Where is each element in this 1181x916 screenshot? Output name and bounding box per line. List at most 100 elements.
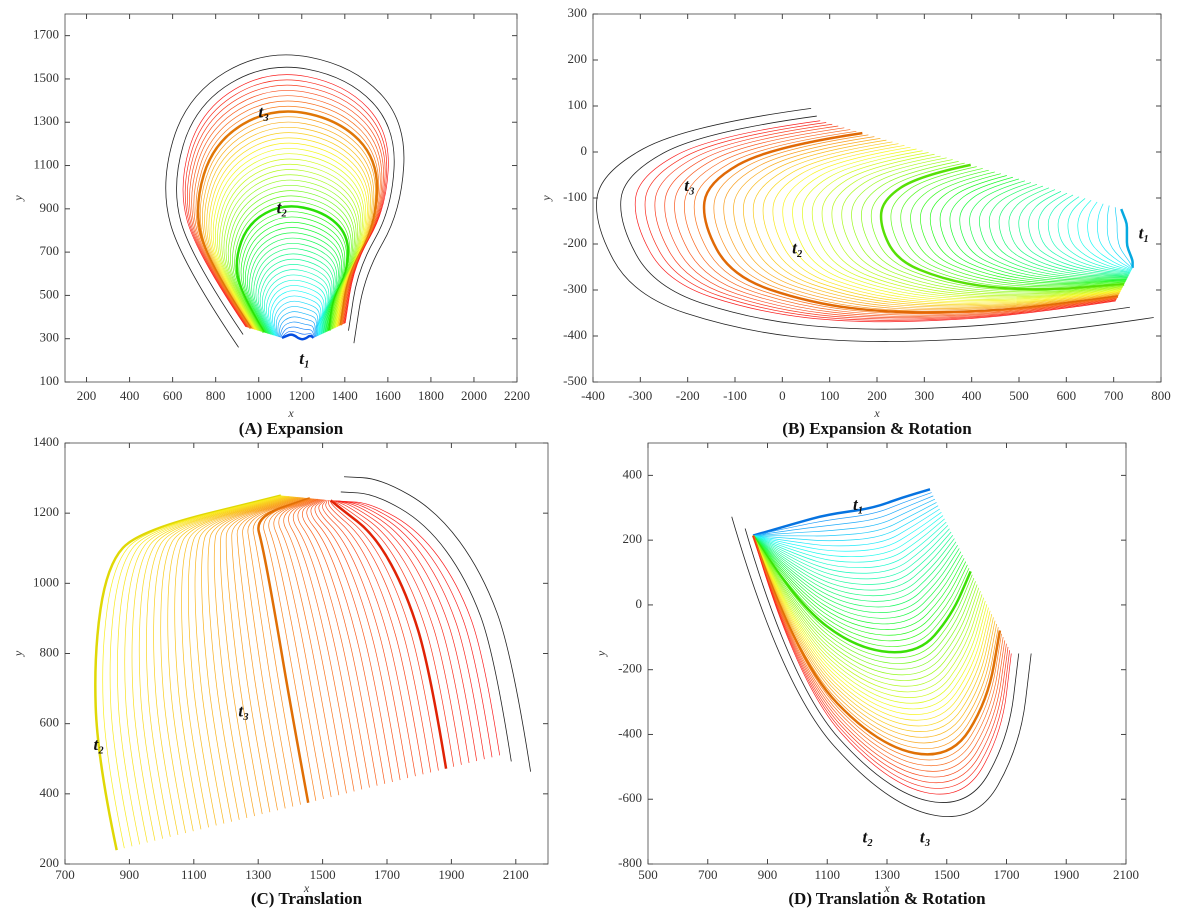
contour-line (879, 163, 1125, 291)
x-tick-label: 800 (206, 388, 226, 403)
contour-line (988, 183, 1128, 278)
y-tick-label: 100 (568, 97, 588, 112)
y-tick-label: 900 (40, 200, 60, 215)
contour-line (212, 148, 367, 331)
x-tick-label: 2000 (461, 388, 487, 403)
contour-line (753, 518, 945, 563)
contour-line (1097, 203, 1132, 271)
contour-line (280, 326, 316, 338)
x-tick-label: 200 (867, 388, 887, 403)
contour-line (1057, 196, 1131, 273)
contour-line (259, 264, 331, 335)
x-tick-label: 2100 (1113, 867, 1139, 882)
x-tick-label: 600 (1057, 388, 1077, 403)
contour-line (153, 496, 291, 836)
contour-line (752, 535, 986, 704)
contour-line (998, 185, 1129, 277)
y-tick-label: 400 (623, 466, 643, 481)
contour-line (772, 145, 1121, 304)
contour-line (753, 515, 944, 558)
contour-line (279, 321, 316, 338)
contour-line (225, 497, 304, 815)
contour-line (182, 74, 389, 327)
y-tick-label: 1500 (33, 70, 59, 85)
contour-line (213, 497, 301, 818)
x-tick-label: 1100 (814, 867, 840, 882)
contour-line (196, 110, 379, 330)
contour-line (302, 499, 378, 786)
y-tick-label: 200 (623, 531, 643, 546)
contour-line (322, 499, 416, 777)
panel-title: (D) Translation & Rotation (788, 889, 986, 908)
contour-line (231, 497, 305, 813)
contour-line (792, 148, 1122, 302)
contour-line (752, 535, 958, 608)
x-axis-label: x (873, 406, 880, 420)
contour-line (752, 531, 952, 585)
annotation: t₂ (93, 735, 104, 754)
contour-line (743, 139, 1120, 308)
y-tick-label: -200 (563, 235, 587, 250)
annotation: t₁ (299, 349, 310, 368)
y-tick-label: 1000 (33, 574, 59, 589)
y-tick-label: 0 (636, 596, 643, 611)
y-tick-label: 1400 (33, 434, 59, 449)
contour-line (752, 535, 1009, 784)
contour-line (949, 176, 1127, 282)
contour-line (753, 502, 937, 537)
contour-line (752, 535, 981, 687)
contour-line (752, 535, 970, 647)
y-tick-label: 1200 (33, 504, 59, 519)
contour-line (275, 306, 319, 337)
contour-line (752, 535, 976, 670)
contour-line (929, 173, 1126, 284)
contour-line (337, 500, 493, 758)
boundary (596, 107, 1154, 342)
contour-line (752, 535, 963, 625)
x-tick-label: 500 (638, 867, 658, 882)
contour-line (292, 498, 363, 790)
x-tick-label: 700 (1104, 388, 1124, 403)
x-tick-label: 2200 (504, 388, 530, 403)
x-tick-label: 300 (915, 388, 935, 403)
contour-line (752, 488, 931, 537)
contour-line (207, 497, 300, 820)
contour-line (979, 182, 1128, 279)
contour-line (314, 499, 401, 781)
y-tick-label: -400 (563, 327, 587, 342)
y-axis-label: y (11, 650, 25, 657)
x-axis-label: x (287, 406, 294, 420)
contour-line (221, 169, 360, 331)
x-tick-label: 900 (120, 867, 140, 882)
contour-line (752, 528, 950, 580)
contour-line (752, 535, 960, 613)
contour-line (752, 535, 1002, 761)
contour-line (251, 242, 338, 335)
contour-line (753, 508, 940, 547)
y-tick-label: 200 (568, 51, 588, 66)
x-tick-label: -400 (581, 388, 605, 403)
contour-line (870, 162, 1124, 291)
y-tick-label: -400 (618, 725, 642, 740)
contour-line (752, 535, 1007, 778)
contour-line (174, 496, 294, 830)
contour-line (1038, 192, 1130, 275)
contour-line (752, 535, 996, 738)
contour-line (329, 500, 439, 771)
contour-line (1106, 205, 1133, 270)
contour-line (325, 499, 424, 775)
contour-line (219, 163, 362, 331)
x-tick-label: 1300 (245, 867, 271, 882)
contour-line (752, 535, 978, 676)
contour-line (283, 498, 347, 794)
boundary (620, 115, 1130, 330)
contour-line (753, 495, 934, 536)
contour-line (252, 497, 309, 805)
contour-line (272, 295, 322, 337)
contour-line (752, 535, 984, 698)
contour-line (1018, 189, 1129, 276)
annotation: t₂ (277, 198, 288, 217)
contour-line (274, 300, 320, 337)
x-tick-label: 1400 (332, 388, 358, 403)
